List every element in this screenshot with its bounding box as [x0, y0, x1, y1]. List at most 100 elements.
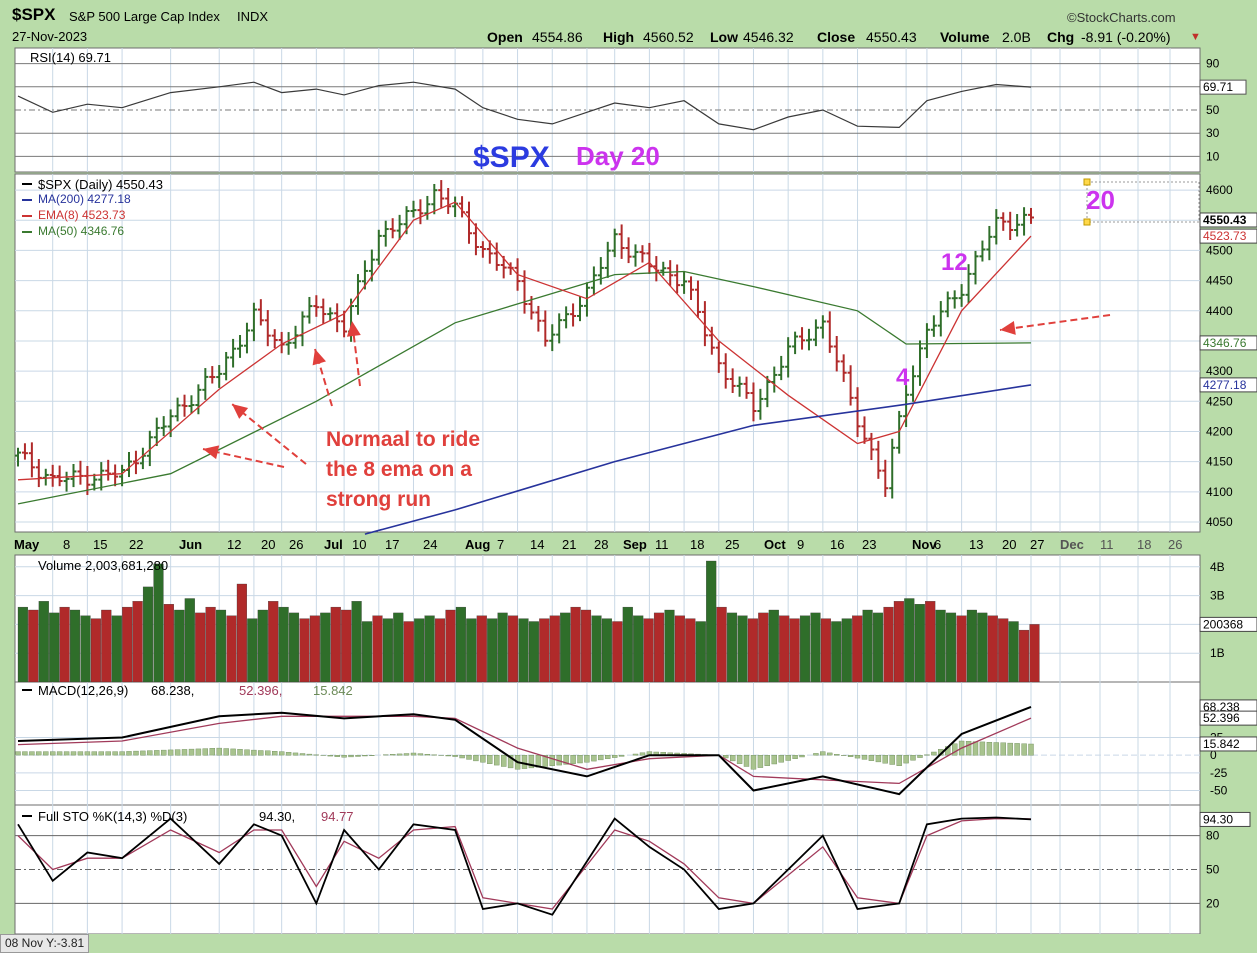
macd-histogram-bar: [772, 755, 777, 764]
macd-histogram-bar: [120, 752, 125, 756]
price-x-axis-label: May: [14, 537, 40, 552]
macd-histogram-bar: [189, 749, 194, 755]
macd-histogram-bar: [918, 755, 923, 757]
volume-bar: [268, 601, 278, 682]
volume-bar: [811, 613, 821, 682]
macd-histogram-bar: [605, 755, 610, 759]
macd-histogram-bar: [987, 742, 992, 755]
price-tick-label: 4600: [1206, 183, 1233, 197]
volume-bar: [227, 616, 237, 682]
volume-bar: [654, 613, 664, 682]
volume-bar: [373, 616, 383, 682]
volume-bar: [18, 607, 28, 682]
price-tick-label: 4300: [1206, 364, 1233, 378]
macd-histogram-bar: [293, 753, 298, 755]
macd-histogram-bar: [154, 750, 159, 755]
price-tick-label: 4200: [1206, 424, 1233, 438]
price-x-axis-label: 20: [261, 537, 275, 552]
price-x-axis-label: 18: [1137, 537, 1151, 552]
volume-bar: [154, 564, 164, 682]
macd-histogram-bar: [231, 749, 236, 755]
volume-bar: [70, 610, 80, 682]
macd-histogram-bar: [127, 751, 132, 755]
macd-histogram-bar: [793, 755, 798, 759]
macd-histogram-bar: [1001, 743, 1006, 755]
macd-histogram-bar: [473, 755, 478, 761]
volume-bar: [779, 616, 789, 682]
price-x-axis-label: 12: [227, 537, 241, 552]
sto-legend-value: 94.30,: [259, 809, 295, 824]
macd-histogram-bar: [356, 755, 361, 756]
volume-bar: [383, 619, 393, 682]
volume-bar: [39, 601, 49, 682]
macd-histogram-bar: [640, 753, 645, 755]
price-x-axis-label: Oct: [764, 537, 786, 552]
volume-bar: [446, 610, 456, 682]
volume-bar: [133, 601, 143, 682]
macd-histogram-bar: [494, 755, 499, 765]
macd-histogram-bar: [307, 754, 312, 755]
price-x-axis-label: 11: [1100, 537, 1114, 552]
macd-histogram-bar: [550, 755, 555, 766]
macd-tick-label: -25: [1210, 766, 1228, 780]
volume-bar: [550, 616, 560, 682]
macd-histogram-bar: [848, 755, 853, 757]
macd-histogram-bar: [71, 752, 76, 756]
macd-histogram-bar: [897, 755, 902, 766]
volume-bar: [842, 619, 852, 682]
volume-bar: [727, 613, 737, 682]
volume-bar: [477, 616, 487, 682]
volume-bar: [362, 622, 372, 683]
macd-histogram-bar: [786, 755, 791, 760]
macd-histogram-bar: [342, 755, 347, 757]
macd-histogram-bar: [36, 752, 41, 756]
volume-bar: [195, 613, 205, 682]
price-x-axis-label: 18: [690, 537, 704, 552]
volume-bar: [289, 613, 299, 682]
sto-tick-label: 20: [1206, 896, 1220, 910]
volume-bar: [435, 619, 445, 682]
macd-histogram-bar: [571, 755, 576, 764]
volume-bar: [633, 616, 643, 682]
volume-bar: [998, 619, 1008, 682]
volume-bar: [706, 561, 716, 682]
macd-histogram-bar: [612, 755, 617, 757]
macd-histogram-bar: [22, 752, 27, 756]
macd-histogram-bar: [1008, 743, 1013, 755]
volume-bar: [602, 619, 612, 682]
volume-bar: [28, 610, 38, 682]
macd-histogram-bar: [522, 755, 527, 768]
annotation-20-handle: [1084, 219, 1090, 225]
price-x-axis-label: 8: [63, 537, 70, 552]
volume-bar: [519, 619, 529, 682]
volume-bar: [341, 610, 351, 682]
volume-bar: [143, 587, 153, 682]
volume-bar: [560, 613, 570, 682]
macd-histogram-bar: [390, 754, 395, 755]
volume-bar: [112, 616, 122, 682]
macd-histogram-bar: [723, 755, 728, 758]
volume-bar: [738, 616, 748, 682]
volume-tick-label: 4B: [1210, 560, 1225, 574]
price-x-axis-label: 17: [385, 537, 399, 552]
volume-bar: [831, 622, 841, 683]
macd-tick-label: -50: [1210, 784, 1228, 798]
macd-histogram-bar: [175, 750, 180, 756]
macd-histogram-bar: [134, 751, 139, 755]
price-value-label: 4550.43: [1203, 213, 1247, 227]
volume-bar: [623, 607, 633, 682]
macd-histogram-bar: [758, 755, 763, 767]
price-chart-title: $SPX: [473, 141, 550, 174]
macd-histogram-bar: [1015, 743, 1020, 755]
volume-bar: [571, 607, 581, 682]
price-tick-label: 4450: [1206, 274, 1233, 288]
volume-bar: [675, 616, 685, 682]
macd-histogram-bar: [487, 755, 492, 764]
volume-bar: [748, 619, 758, 682]
volume-tick-label: 1B: [1210, 646, 1225, 660]
macd-histogram-bar: [779, 755, 784, 762]
status-bar: 08 Nov Y:-3.81: [0, 934, 89, 953]
price-x-axis-label: 16: [830, 537, 844, 552]
macd-histogram-bar: [869, 755, 874, 761]
sto-legend-value: 94.77: [321, 809, 354, 824]
